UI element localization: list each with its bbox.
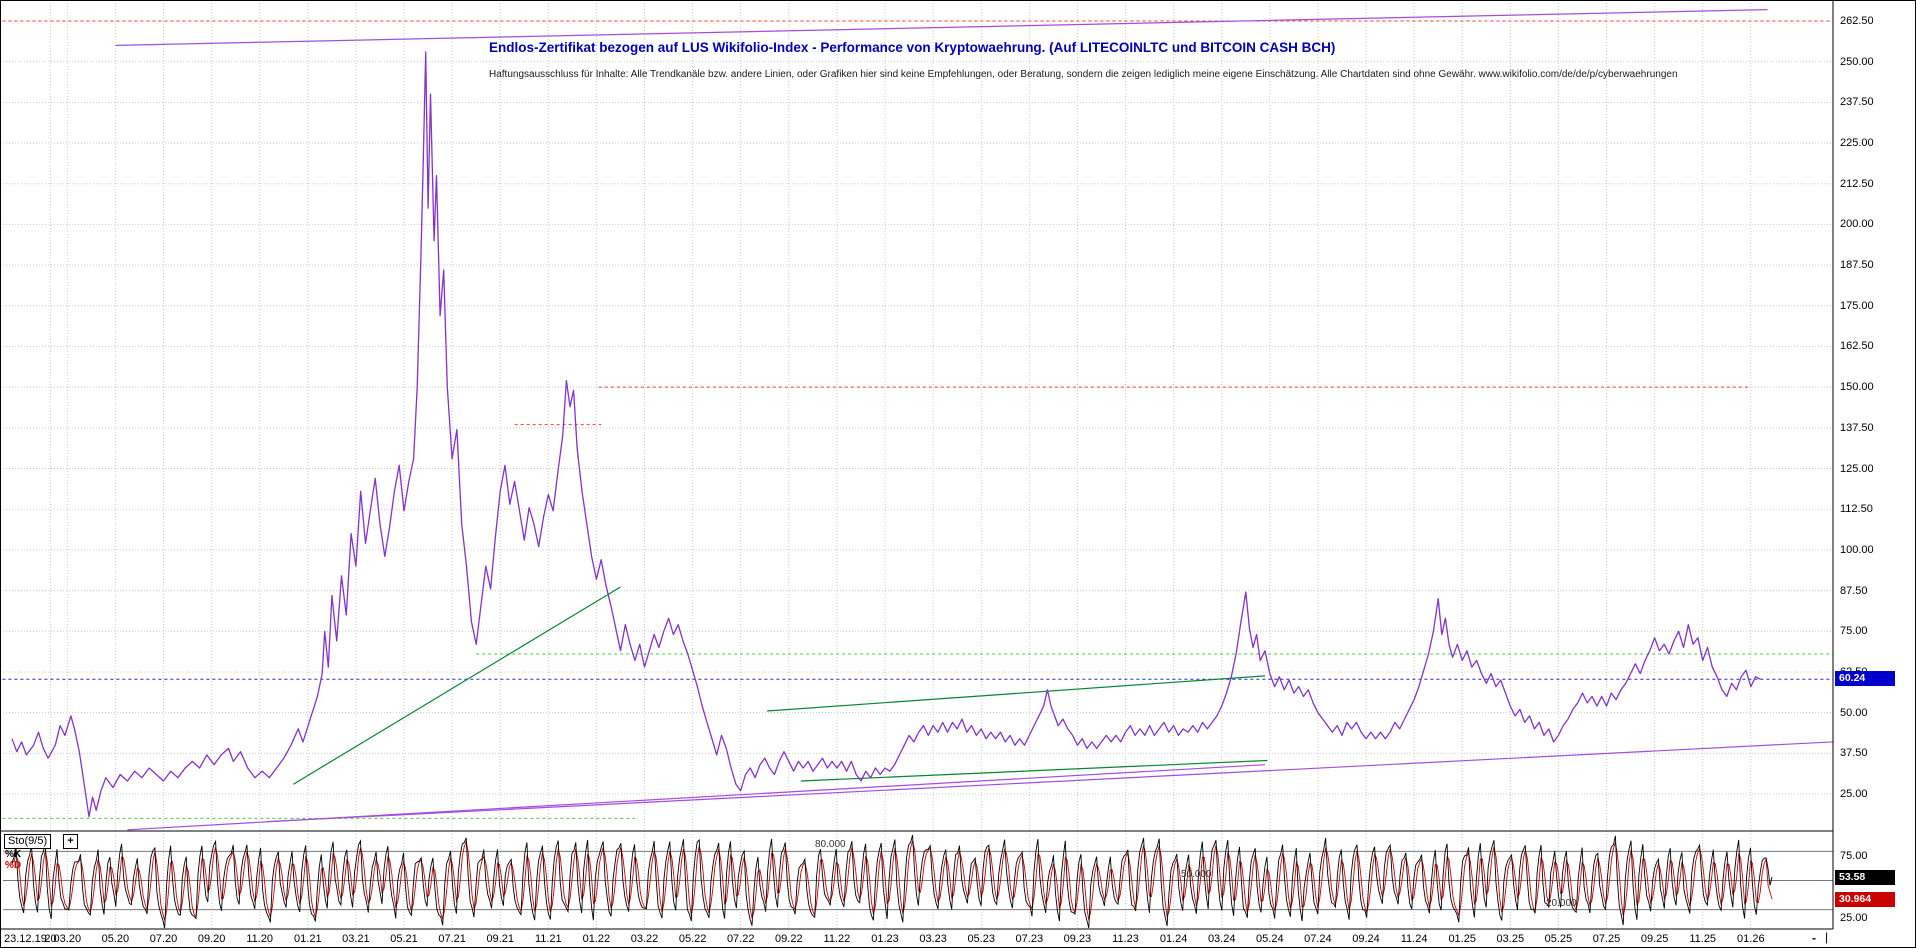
resize-handle-icon[interactable]: | — [1825, 930, 1829, 944]
minimize-icon[interactable]: - — [1812, 931, 1816, 945]
d-value-badge: 30.964 — [1835, 892, 1895, 907]
k-series-label: %K — [5, 849, 22, 860]
indicator-name-button[interactable]: Sto(9/5) — [4, 834, 52, 849]
indicator-expand-button[interactable]: + — [63, 834, 78, 849]
current-price-badge: 60.24 — [1835, 671, 1895, 686]
k-value-badge: 53.58 — [1835, 870, 1895, 885]
d-series-label: %D — [5, 860, 22, 871]
